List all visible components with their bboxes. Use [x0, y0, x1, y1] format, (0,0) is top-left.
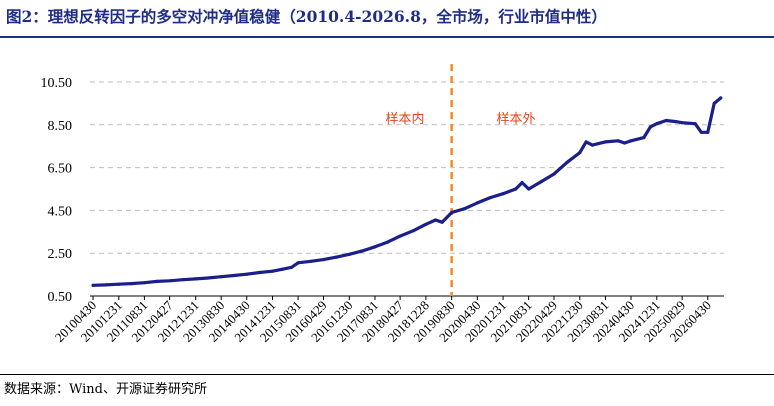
data-point — [706, 130, 710, 134]
data-point — [450, 210, 454, 215]
data-point — [712, 101, 716, 105]
data-point — [578, 151, 582, 155]
data-point — [309, 259, 313, 263]
data-point — [463, 207, 467, 211]
data-point — [440, 220, 444, 224]
data-point — [664, 118, 668, 123]
data-point — [674, 120, 678, 124]
data-point — [719, 96, 723, 100]
data-point — [257, 270, 262, 275]
data-point — [629, 139, 633, 143]
line-chart: 0.50 2.50 4.50 6.50 8.50 10.50 20100430201012… — [41, 64, 724, 345]
source-divider — [0, 374, 774, 375]
y-tick-label: 0.50 — [48, 290, 73, 305]
data-point — [155, 279, 159, 283]
data-point — [565, 160, 569, 164]
source-note: 数据来源：Wind、开源证券研究所 — [4, 382, 207, 397]
data-point — [590, 143, 594, 147]
data-point — [433, 218, 438, 222]
data-point — [117, 282, 121, 286]
in-sample-label: 样本内 — [385, 111, 424, 127]
data-point — [699, 130, 703, 134]
x-tick-labels: 2010043020101231201108312012042720121231… — [52, 296, 714, 345]
data-point — [616, 139, 620, 143]
y-tick-label: 10.50 — [41, 76, 73, 91]
y-tick-label: 4.50 — [48, 204, 73, 219]
y-tick-label: 8.50 — [48, 119, 73, 134]
y-tick-label: 6.50 — [48, 162, 73, 177]
data-point — [514, 187, 518, 191]
data-point — [321, 258, 326, 262]
data-point — [296, 261, 300, 265]
data-point — [527, 187, 531, 191]
data-point — [104, 283, 108, 287]
data-point — [488, 196, 492, 200]
data-point — [642, 136, 646, 140]
data-point — [584, 140, 588, 144]
title-underline — [0, 36, 774, 38]
data-point — [424, 222, 428, 226]
data-point — [142, 281, 146, 285]
data-point — [680, 121, 684, 125]
data-point — [623, 141, 627, 145]
series — [91, 96, 723, 287]
data-point — [655, 122, 659, 126]
grid-lines — [90, 81, 724, 254]
data-point — [270, 269, 275, 273]
data-point — [373, 245, 377, 249]
data-point — [232, 273, 236, 278]
data-point — [219, 275, 223, 279]
data-point — [475, 201, 479, 205]
data-point — [552, 172, 556, 176]
chart-title: 图2：理想反转因子的多空对冲净值稳健（2010.4-2026.8，全市场，行业市… — [6, 7, 607, 26]
data-point — [386, 240, 390, 244]
data-point — [206, 276, 210, 280]
data-point — [539, 179, 544, 184]
data-point — [194, 277, 198, 281]
data-point — [693, 122, 697, 126]
data-point — [181, 278, 185, 282]
data-point — [360, 249, 364, 253]
data-point — [501, 192, 505, 196]
data-point — [520, 181, 524, 185]
data-point — [91, 283, 95, 287]
data-point — [398, 234, 402, 238]
data-point — [347, 252, 351, 256]
data-point — [168, 279, 172, 283]
data-point — [290, 265, 294, 269]
data-point — [245, 272, 249, 276]
data-point — [129, 282, 133, 286]
y-tick-label: 2.50 — [48, 247, 73, 262]
data-point — [648, 125, 653, 129]
out-of-sample-label: 样本外 — [496, 112, 535, 127]
data-point — [335, 255, 339, 259]
y-tick-labels: 0.50 2.50 4.50 6.50 8.50 10.50 — [41, 76, 73, 305]
data-point — [411, 229, 415, 233]
data-point — [280, 267, 284, 271]
data-point — [603, 140, 608, 144]
